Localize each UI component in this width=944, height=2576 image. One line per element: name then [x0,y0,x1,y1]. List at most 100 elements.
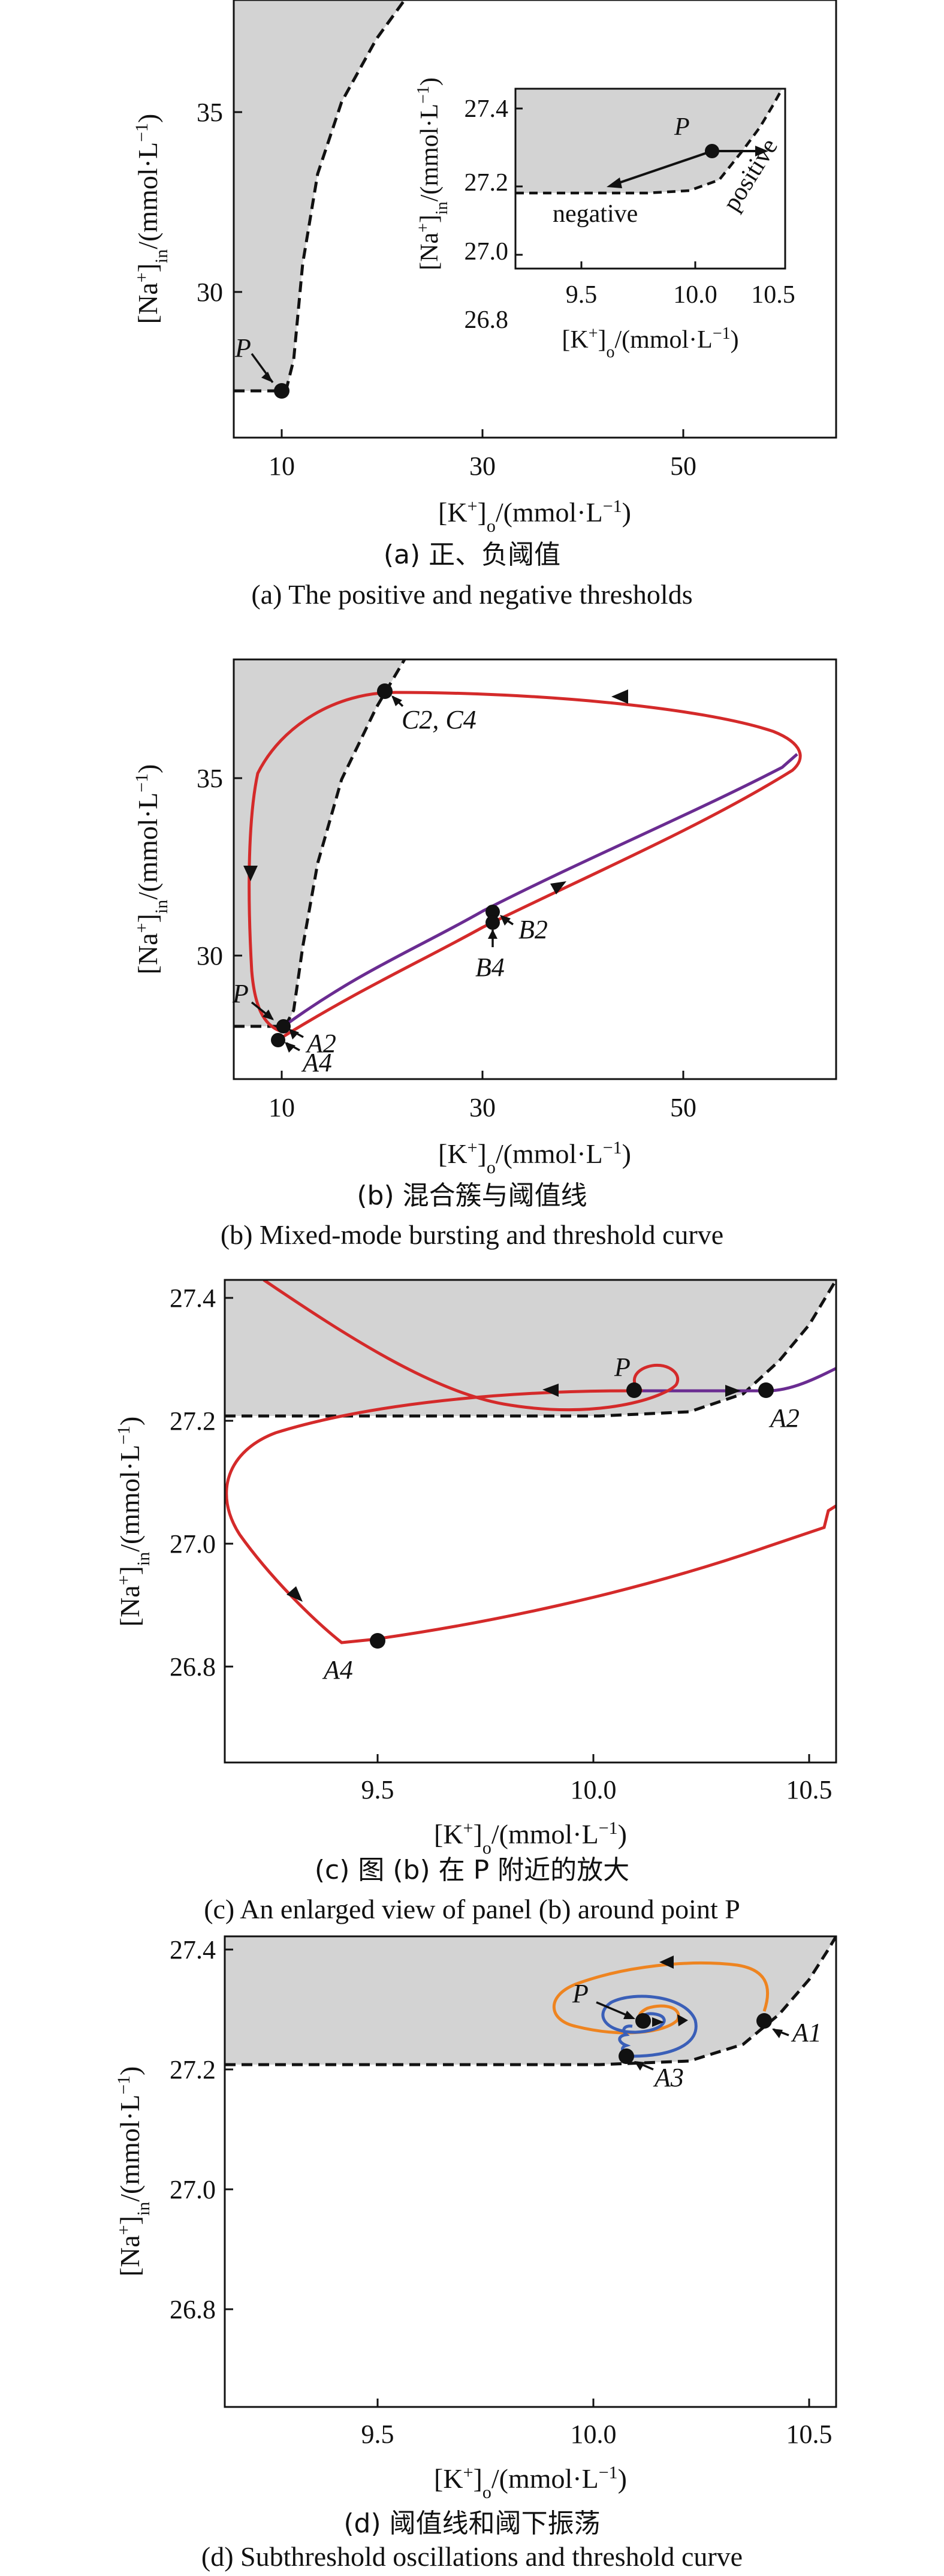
x-tick-a-10: 10 [269,451,295,481]
caption-d-en: (d) Subthreshold oscillations and thresh… [201,2541,743,2572]
inset-point-p [705,144,719,158]
red-arrow-top-b [611,689,628,704]
label-p-d: P [572,1979,589,2008]
caption-a-zh: (a) 正、负阈值 [383,540,561,570]
point-p-a [274,383,289,399]
excitable-region-c [225,1280,836,1416]
plot-frame-d [224,1935,837,2408]
x-tick-c-9-5: 9.5 [361,1775,394,1804]
x-tick-b-30: 30 [469,1093,496,1122]
x-axis-a [281,429,684,438]
chart-c: P A2 A4 27.4 27.2 27.0 26.8 9.5 10.0 10.… [114,1279,837,1858]
point-b4-b [485,915,500,930]
inset-y-tick-26-8: 26.8 [465,306,509,334]
caption-c-zh: (c) 图 (b) 在 P 附近的放大 [314,1855,630,1885]
y-tick-d-27-2: 27.2 [170,2055,216,2084]
y-tick-d-26-8: 26.8 [170,2295,216,2324]
x-axis-label-d: [K+]o/(mmol·L−1) [434,2463,627,2502]
y-axis-label-d: [Na+]in/(mmol·L−1) [114,2066,153,2277]
label-a1-d: A1 [791,2018,822,2047]
red-arrow-left-b [243,866,258,881]
point-label-p-a: P [234,333,251,363]
y-tick-b-35: 35 [197,764,223,793]
label-b4-b: B4 [475,953,505,982]
plot-frame-b [233,658,837,1080]
caption-b-zh: (b) 混合簇与阈值线 [357,1180,587,1211]
x-tick-a-50: 50 [670,451,696,481]
caption-a-en: (a) The positive and negative thresholds [251,579,693,610]
y-tick-d-27-4: 27.4 [170,1935,216,1965]
x-tick-d-9-5: 9.5 [361,2420,394,2449]
y-tick-c-27-0: 27.0 [170,1529,216,1559]
point-b2-b [485,905,500,919]
inset-y-tick-27-0: 27.0 [465,238,509,266]
inset-frame [514,88,786,270]
y-axis-label-c: [Na+]in/(mmol·L−1) [114,1417,153,1627]
threshold-curve-c [225,1280,836,1418]
label-b2-b: B2 [518,915,548,944]
excitable-region-a [234,0,405,391]
purple-arrow-c [725,1385,741,1397]
label-a4-c: A4 [322,1655,353,1685]
x-tick-c-10-5: 10.5 [786,1775,833,1804]
inset-label-p: P [674,113,690,141]
red-arrow-c-1 [542,1384,559,1397]
y-tick-c-26-8: 26.8 [170,1652,216,1682]
red-arrow-c-2 [286,1586,303,1602]
point-a2-c [758,1382,774,1398]
y-axis-label-a: [Na+]in/(mmol·L−1) [132,114,171,324]
label-a2-c: A2 [768,1403,800,1433]
inset-excitable-region [515,89,782,193]
inset-x-tick-9-5: 9.5 [566,281,598,309]
plot-frame-a [233,0,837,439]
threshold-curve-d [225,1936,836,2066]
inset-a: P negative positive 27.4 27.2 27.0 26.8 … [414,77,795,361]
inset-threshold-curve [515,89,783,195]
label-p-c: P [614,1352,631,1382]
excitable-region-d [225,1936,836,2065]
x-axis-label-c: [K+]o/(mmol·L−1) [434,1818,627,1858]
caption-c-en: (c) An enlarged view of panel (b) around… [204,1894,740,1924]
red-arrow-diag-b [550,881,566,894]
x-axis-label-a: [K+]o/(mmol·L−1) [438,496,631,536]
y-axis-label-b: [Na+]in/(mmol·L−1) [132,764,171,975]
orange-arrow-d [659,1956,674,1969]
orange-oscillation-d [552,1962,770,2035]
x-axis-label-b: [K+]o/(mmol·L−1) [438,1138,631,1177]
blue-oscillation-d [601,1994,698,2058]
caption-b-en: (b) Mixed-mode bursting and threshold cu… [220,1219,724,1250]
label-a3-d: A3 [653,2063,684,2092]
inset-x-tick-10-5: 10.5 [751,281,795,309]
inset-x-axis-label: [K+]o/(mmol·L−1) [562,324,738,361]
inset-y-axis-label: [Na+]in/(mmol·L−1) [414,77,451,270]
inset-x-tick-10-0: 10.0 [673,281,717,309]
x-tick-d-10-5: 10.5 [786,2420,833,2449]
y-tick-b-30: 30 [197,941,223,971]
point-p-c [626,1382,642,1398]
panel-d: P A1 A3 27.4 27.2 27.0 26.8 9.5 10.0 10.… [0,1912,944,2576]
panel-c: P A2 A4 27.4 27.2 27.0 26.8 9.5 10.0 10.… [0,1271,944,1924]
chart-b: P C2, C4 B2 B4 A2 A4 10 30 50 35 30 [K+]… [132,658,837,1177]
label-a4-b: A4 [301,1048,332,1077]
chart-a: P 10 30 50 35 30 [K+]o/(mmol·L−1) [Na+]i… [132,0,837,536]
excitable-region-b [234,659,405,1026]
red-lower-trajectory-c [225,1389,836,1644]
inset-label-negative: negative [553,200,638,228]
x-tick-c-10-0: 10.0 [571,1775,617,1804]
x-tick-d-10-0: 10.0 [571,2420,617,2449]
plot-frame-c [224,1279,837,1764]
panel-a: P 10 30 50 35 30 [K+]o/(mmol·L−1) [Na+]i… [0,0,944,635]
label-c-b: C2, C4 [402,705,476,734]
blue-arrow-d-1 [652,2017,664,2027]
y-tick-a-30: 30 [197,278,223,307]
x-tick-b-50: 50 [670,1093,696,1122]
blue-arrow-d-2 [677,2014,688,2026]
point-a3-d [619,2048,634,2064]
point-a4-b [271,1033,285,1047]
point-c-b [377,683,393,699]
label-p-b: P [232,979,249,1008]
y-tick-c-27-4: 27.4 [170,1284,216,1313]
label-a2-b: A2 [305,1029,336,1058]
red-upper-trajectory-c [263,1280,679,1412]
y-tick-a-35: 35 [197,98,223,127]
